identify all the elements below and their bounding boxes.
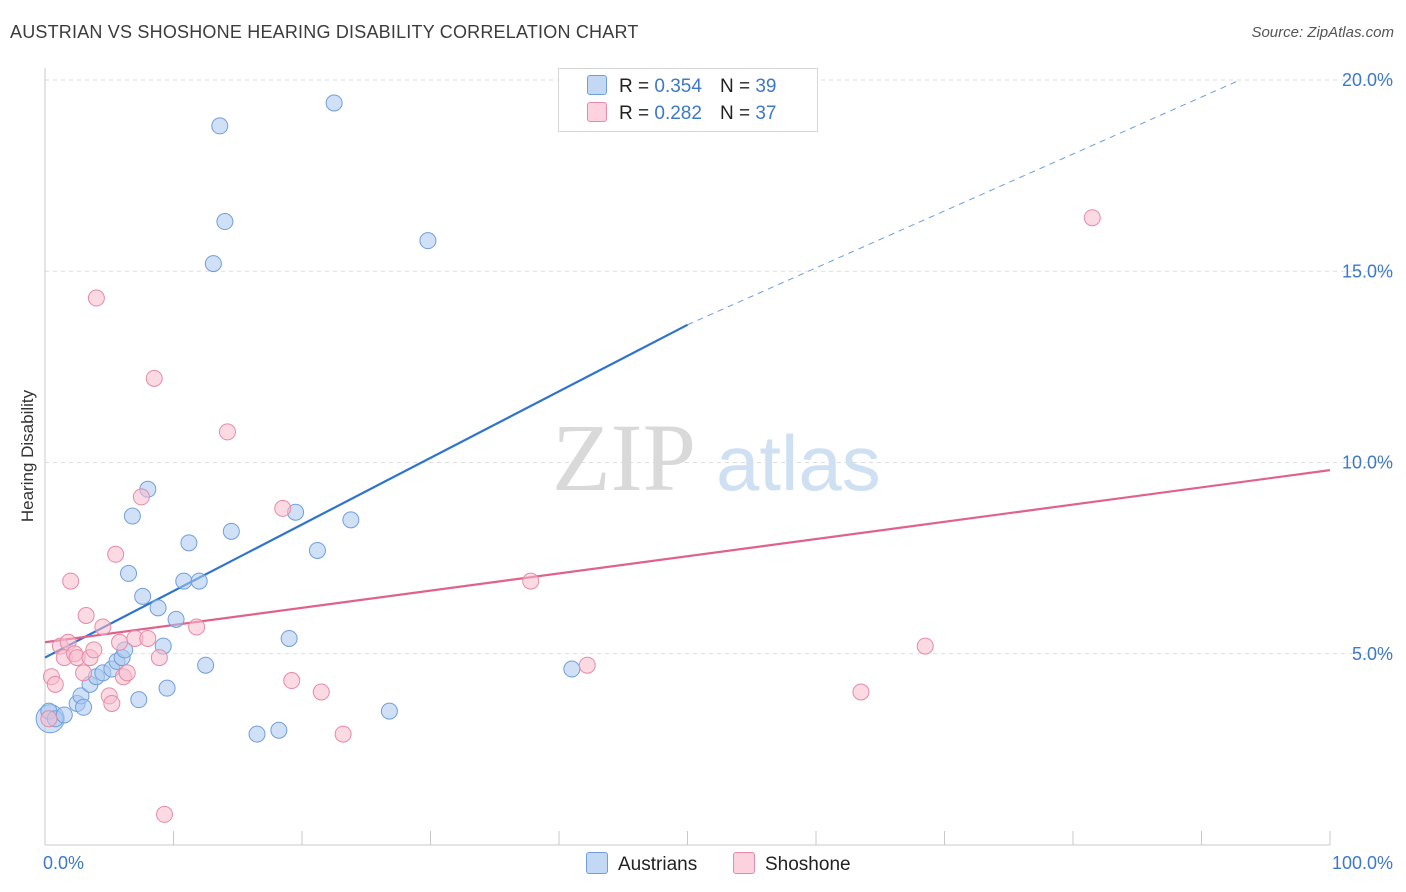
data-point-shoshone (87, 289, 105, 307)
data-point-shoshone (75, 664, 93, 682)
data-point-austrians (123, 507, 141, 525)
y-tick-label: 10.0% (1342, 453, 1393, 473)
data-point-austrians (175, 572, 193, 590)
watermark-atlas: atlas (716, 419, 881, 507)
tick-labels: 5.0% 10.0% 15.0% 20.0% 0.0% 100.0% Hearing Dis… (18, 70, 1393, 873)
data-point-austrians (270, 721, 288, 739)
legend-r-value: 0.354 (654, 76, 702, 97)
chart-title: AUSTRIAN VS SHOSHONE HEARING DISABILITY … (10, 22, 639, 42)
data-point-austrians (325, 94, 343, 112)
data-point-austrians (158, 679, 176, 697)
legend-r-label: R = (619, 103, 650, 124)
data-point-shoshone (40, 710, 58, 728)
y-axis-label: Hearing Disability (18, 389, 37, 522)
data-point-shoshone (578, 656, 596, 674)
legend-row-shoshone: R = 0.282 N = 37 (587, 102, 776, 126)
data-point-shoshone (522, 572, 540, 590)
data-point-shoshone (111, 633, 129, 651)
y-tick-label: 5.0% (1352, 644, 1393, 664)
legend-n-value: 37 (755, 103, 777, 124)
bottom-legend-label-austrians: Austrians (618, 854, 698, 875)
data-point-shoshone (103, 694, 121, 712)
legend-swatch-shoshone (587, 102, 607, 122)
y-tick-label: 20.0% (1342, 70, 1393, 90)
data-point-austrians (216, 213, 234, 231)
stats-legend: R = 0.354 N = 39 R = 0.282 N = 37 (558, 68, 818, 132)
legend-n-label: N = (719, 103, 751, 124)
data-point-shoshone (916, 637, 934, 655)
data-point-austrians (197, 656, 215, 674)
data-point-shoshone (118, 664, 136, 682)
trend-extension-austrians (687, 79, 1241, 326)
bottom-legend-austrians: Austrians (586, 852, 697, 876)
data-point-austrians (167, 610, 185, 628)
data-point-shoshone (274, 499, 292, 517)
legend-r-label: R = (619, 76, 650, 97)
data-point-austrians (204, 255, 222, 273)
data-point-austrians (134, 587, 152, 605)
data-point-shoshone (188, 618, 206, 636)
trend-lines (44, 79, 1331, 659)
legend-row-austrians: R = 0.354 N = 39 (587, 75, 776, 99)
data-point-shoshone (94, 618, 112, 636)
x-tick-label: 100.0% (1332, 853, 1393, 873)
data-points (35, 94, 1101, 823)
data-point-shoshone (312, 683, 330, 701)
bottom-legend-label-shoshone: Shoshone (765, 854, 851, 875)
data-point-shoshone (334, 725, 352, 743)
y-tick-label: 15.0% (1342, 261, 1393, 281)
data-point-austrians (222, 522, 240, 540)
data-point-austrians (419, 232, 437, 250)
data-point-shoshone (150, 649, 168, 667)
data-point-austrians (120, 564, 138, 582)
data-point-austrians (180, 534, 198, 552)
data-point-austrians (308, 541, 326, 559)
grid-lines (45, 79, 1392, 655)
data-point-austrians (211, 117, 229, 135)
data-point-austrians (149, 599, 167, 617)
legend-swatch-austrians (587, 75, 607, 95)
data-point-austrians (190, 572, 208, 590)
data-point-austrians (248, 725, 266, 743)
data-point-shoshone (62, 572, 80, 590)
bottom-legend-swatch-shoshone (733, 852, 755, 874)
x-tick-label: 0.0% (43, 853, 84, 873)
legend-n-label: N = (719, 76, 751, 97)
legend-r-value: 0.282 (654, 103, 702, 124)
data-point-shoshone (139, 629, 157, 647)
trend-line-shoshone (44, 469, 1331, 644)
data-point-shoshone (46, 675, 64, 693)
data-point-austrians (55, 706, 73, 724)
data-point-austrians (342, 511, 360, 529)
data-point-shoshone (218, 423, 236, 441)
data-point-shoshone (283, 672, 301, 690)
data-point-shoshone (107, 545, 125, 563)
legend-n-value: 39 (755, 76, 777, 97)
data-point-shoshone (132, 488, 150, 506)
bottom-legend-swatch-austrians (586, 852, 608, 874)
source-label: Source: ZipAtlas.com (1251, 24, 1394, 41)
data-point-shoshone (145, 369, 163, 387)
bottom-legend-shoshone: Shoshone (733, 852, 851, 876)
data-point-shoshone (1083, 209, 1101, 227)
data-point-austrians (280, 629, 298, 647)
data-point-austrians (130, 691, 148, 709)
data-point-austrians (380, 702, 398, 720)
data-point-shoshone (852, 683, 870, 701)
data-point-shoshone (156, 805, 174, 823)
data-point-shoshone (77, 607, 95, 624)
data-point-shoshone (85, 641, 103, 659)
watermark: ZIP atlas (552, 404, 881, 511)
watermark-zip: ZIP (552, 404, 696, 511)
data-point-austrians (563, 660, 581, 678)
data-point-austrians (75, 698, 93, 716)
